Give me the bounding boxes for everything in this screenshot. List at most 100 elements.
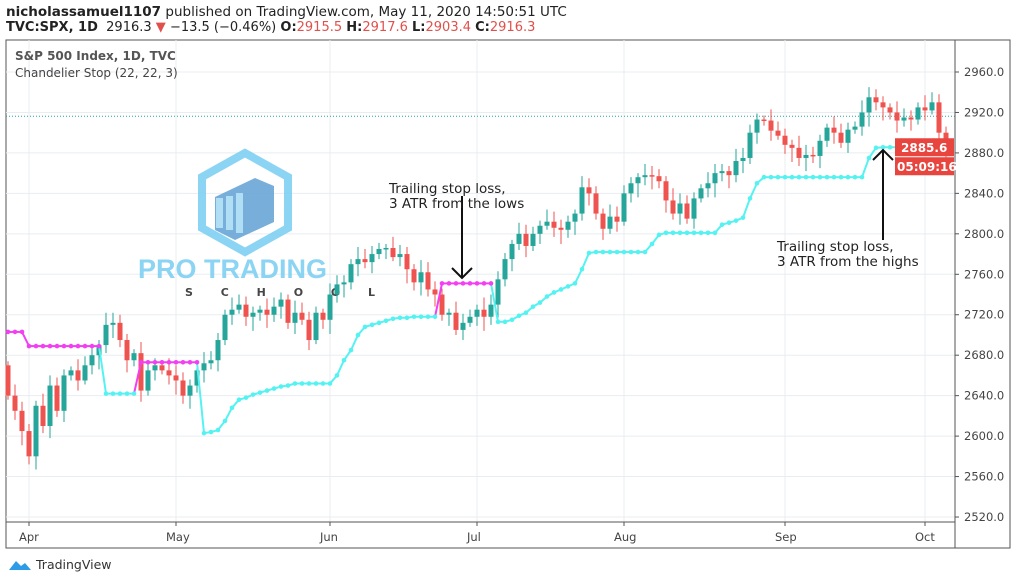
stop-point xyxy=(460,281,466,286)
candle-body xyxy=(684,203,690,219)
candle xyxy=(649,166,655,190)
x-tick-label: Apr xyxy=(19,530,39,544)
candle xyxy=(831,116,837,144)
candle xyxy=(460,313,466,341)
stop-point xyxy=(285,383,291,388)
stop-point xyxy=(656,232,662,238)
price-label: 2885.6 xyxy=(901,141,947,155)
stop-point xyxy=(404,315,410,321)
candle xyxy=(544,209,550,230)
high-label: H: xyxy=(346,20,363,35)
stop-point xyxy=(362,324,368,330)
candle-body xyxy=(502,259,508,280)
candle xyxy=(320,308,326,329)
candle xyxy=(495,271,501,318)
stop-point xyxy=(565,284,571,289)
candle-body xyxy=(642,175,648,178)
candle-body xyxy=(600,213,606,229)
candle-body xyxy=(796,147,802,158)
candle-body xyxy=(726,171,732,176)
stop-point xyxy=(768,174,774,180)
candle xyxy=(593,186,599,220)
stop-point xyxy=(229,405,235,411)
y-tick-label: 2640.0 xyxy=(964,389,1004,403)
candle xyxy=(68,366,74,381)
stop-point xyxy=(250,392,256,397)
stop-point xyxy=(54,343,60,349)
close-value-label: C: xyxy=(475,20,490,35)
candle-body xyxy=(110,322,116,325)
candle xyxy=(411,264,417,291)
candle-body xyxy=(530,233,536,246)
candle xyxy=(446,308,452,326)
candle xyxy=(880,96,886,121)
stop-point xyxy=(12,329,18,335)
candle-body xyxy=(397,254,403,258)
candle-body xyxy=(649,175,655,177)
candle-body xyxy=(131,353,137,361)
candle xyxy=(509,239,515,272)
y-tick-label: 2880.0 xyxy=(964,146,1004,160)
candle xyxy=(285,294,291,329)
candle-body xyxy=(166,370,172,376)
candle xyxy=(530,226,536,252)
stop-point xyxy=(194,359,200,365)
stop-segment xyxy=(98,345,107,394)
stop-point xyxy=(747,196,753,201)
candle-body xyxy=(446,312,452,315)
author[interactable]: nicholassamuel1107 xyxy=(6,4,162,20)
stop-point xyxy=(810,174,816,180)
stop-point xyxy=(733,218,739,223)
stop-point xyxy=(369,322,375,328)
stop-point xyxy=(705,230,711,236)
bar-countdown: 05:09:16 xyxy=(897,160,957,174)
stop-point xyxy=(439,281,445,286)
stop-point xyxy=(257,390,263,395)
candle xyxy=(719,164,725,182)
stop-point xyxy=(761,174,767,180)
candle xyxy=(796,135,802,167)
candle xyxy=(5,361,11,400)
y-tick-label: 2760.0 xyxy=(964,267,1004,281)
candle xyxy=(663,176,669,213)
candle xyxy=(26,423,32,465)
stop-point xyxy=(719,222,725,228)
stop-point xyxy=(775,174,781,180)
candle-body xyxy=(243,304,249,317)
tradingview-brand[interactable]: TradingView xyxy=(8,557,112,572)
candle-body xyxy=(313,312,319,341)
x-tick-label: Oct xyxy=(915,530,935,544)
stop-point xyxy=(327,381,333,386)
symbol: TVC:SPX, 1D xyxy=(6,20,98,35)
candle-body xyxy=(103,324,109,346)
candle-body xyxy=(565,221,571,230)
candle-body xyxy=(278,299,284,307)
candle xyxy=(894,101,900,133)
stop-point xyxy=(474,281,480,286)
candle xyxy=(782,128,788,154)
candle xyxy=(516,222,522,251)
stop-point xyxy=(642,249,648,255)
candle-body xyxy=(866,97,872,113)
stop-point xyxy=(684,230,690,236)
stop-point xyxy=(817,174,823,180)
candle-body xyxy=(26,431,32,457)
candle-body xyxy=(40,405,46,426)
stop-point xyxy=(222,418,228,424)
candle xyxy=(789,139,795,163)
candle xyxy=(138,342,144,402)
legend-indicator[interactable]: Chandelier Stop (22, 22, 3) xyxy=(15,66,178,80)
publish-text: published on TradingView.com, May 11, 20… xyxy=(165,4,567,20)
candle-body xyxy=(733,161,739,176)
candle xyxy=(229,297,235,325)
candle xyxy=(348,259,354,290)
y-tick-label: 2560.0 xyxy=(964,470,1004,484)
candle-body xyxy=(929,102,935,111)
stop-segment xyxy=(861,157,870,178)
candle xyxy=(740,147,746,174)
stop-point xyxy=(446,281,452,286)
candle xyxy=(537,220,543,244)
candle-body xyxy=(369,254,375,263)
stop-point xyxy=(852,174,858,180)
